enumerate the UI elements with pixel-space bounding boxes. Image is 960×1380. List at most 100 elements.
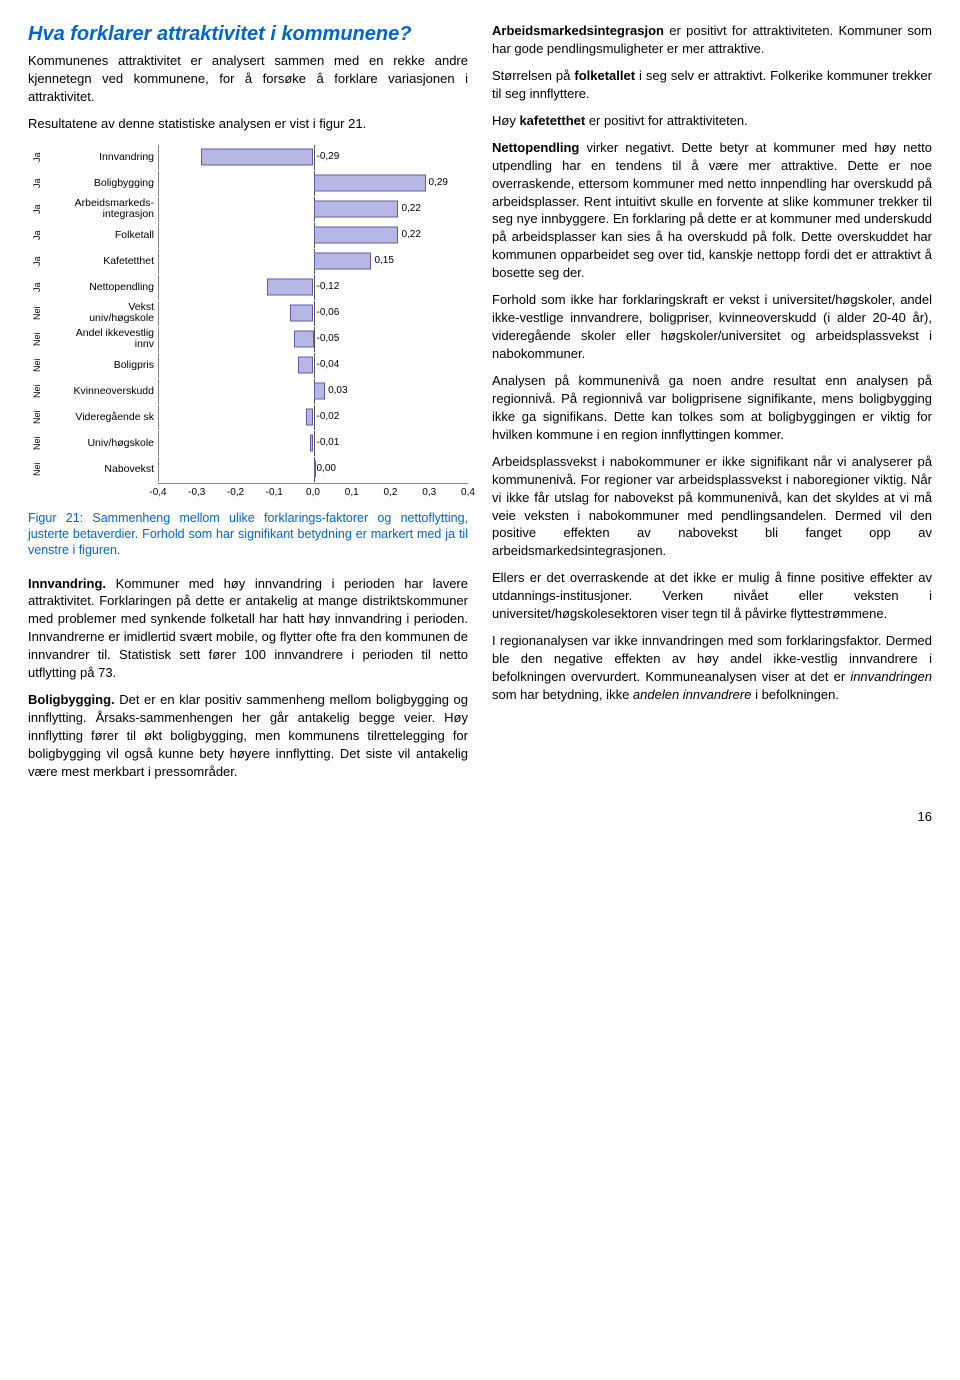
chart-bar-area: -0,06: [158, 301, 468, 326]
r9-em1: innvandringen: [850, 669, 932, 684]
kafe-heading: kafetetthet: [519, 113, 585, 128]
chart-label: Nabovekst: [46, 464, 158, 475]
chart-bar: [314, 383, 326, 400]
chart-zero-line: [314, 301, 315, 326]
chart-label: Folketall: [46, 230, 158, 241]
chart-value-label: -0,29: [317, 150, 340, 164]
right-para-4: Nettopendling virker negativt. Dette bet…: [492, 139, 932, 283]
right-para-6: Analysen på kommunenivå ga noen andre re…: [492, 372, 932, 444]
nettopendling-body: virker negativt. Dette betyr at kommuner…: [492, 140, 932, 281]
chart-bar: [314, 461, 316, 478]
folketall-pre: Størrelsen på: [492, 68, 574, 83]
chart-bar: [298, 357, 313, 374]
right-para-1: Arbeidsmarkedsintegrasjon er positivt fo…: [492, 22, 932, 58]
chart-bar: [314, 175, 426, 192]
r9-c: som har betydning, ikke: [492, 687, 633, 702]
chart-label: Innvandring: [46, 152, 158, 163]
chart-zero-line: [314, 275, 315, 300]
chart-significance: Ja: [31, 200, 43, 218]
r9-e: i befolkningen.: [751, 687, 838, 702]
chart-bar: [314, 201, 399, 218]
chart-label: Univ/høgskole: [46, 438, 158, 449]
folketall-heading: folketallet: [574, 68, 635, 83]
chart-significance: Nei: [31, 330, 43, 348]
chart-row: NeiVideregående sk-0,02: [28, 405, 468, 431]
figure-21-chart: JaInnvandring-0,29JaBoligbygging0,29JaAr…: [28, 145, 468, 500]
right-para-2: Størrelsen på folketallet i seg selv er …: [492, 67, 932, 103]
chart-significance: Nei: [31, 382, 43, 400]
kafe-pre: Høy: [492, 113, 519, 128]
two-column-layout: Hva forklarer attraktivitet i kommunene?…: [28, 22, 932, 790]
chart-bar: [290, 305, 313, 322]
chart-bar-area: 0,22: [158, 223, 468, 248]
chart-row: NeiBoligpris -0,04: [28, 353, 468, 379]
chart-significance: Nei: [31, 304, 43, 322]
chart-bar: [201, 149, 313, 166]
chart-zero-line: [314, 405, 315, 430]
kafe-post: er positivt for attraktiviteten.: [585, 113, 748, 128]
page-title: Hva forklarer attraktivitet i kommunene?: [28, 22, 468, 46]
chart-significance: Nei: [31, 356, 43, 374]
chart-bar-area: -0,29: [158, 145, 468, 170]
chart-label: Arbeidsmarkeds-integrasjon: [46, 198, 158, 220]
chart-bar-area: 0,03: [158, 379, 468, 404]
chart-row: NeiVekstuniv/høgskole -0,06: [28, 301, 468, 327]
chart-row: NeiUniv/høgskole -0,01: [28, 431, 468, 457]
chart-row: JaArbeidsmarkeds-integrasjon 0,22: [28, 197, 468, 223]
chart-significance: Ja: [31, 226, 43, 244]
chart-bar-area: -0,04: [158, 353, 468, 378]
chart-bar: [267, 279, 313, 296]
chart-bar-area: -0,02: [158, 405, 468, 430]
chart-bar: [294, 331, 313, 348]
chart-row: JaKafetetthet 0,15: [28, 249, 468, 275]
chart-row: JaFolketall0,22: [28, 223, 468, 249]
chart-bar: [314, 227, 399, 244]
left-para-1: Kommunenes attraktivitet er analysert sa…: [28, 52, 468, 106]
chart-bar: [310, 435, 314, 452]
right-para-5: Forhold som ikke har forklaringskraft er…: [492, 291, 932, 363]
innvandring-body: Kommuner med høy innvandring i perioden …: [28, 576, 468, 681]
chart-zero-line: [314, 327, 315, 352]
right-para-8: Ellers er det overraskende at det ikke e…: [492, 569, 932, 623]
chart-value-label: 0,03: [328, 384, 347, 398]
chart-value-label: -0,05: [317, 332, 340, 346]
chart-significance: Nei: [31, 434, 43, 452]
chart-significance: Nei: [31, 408, 43, 426]
chart-significance: Ja: [31, 278, 43, 296]
left-para-boligbygging: Boligbygging. Det er en klar positiv sam…: [28, 691, 468, 781]
chart-row: NeiKvinneoverskudd 0,03: [28, 379, 468, 405]
chart-bar-area: -0,05: [158, 327, 468, 352]
chart-label: Vekstuniv/høgskole: [46, 302, 158, 324]
chart-value-label: 0,22: [401, 202, 420, 216]
chart-value-label: -0,01: [317, 436, 340, 450]
chart-bar: [314, 253, 372, 270]
chart-value-label: -0,06: [317, 306, 340, 320]
chart-x-axis: -0,4-0,3-0,2-0,10,00,10,20,30,4: [158, 483, 468, 500]
left-para-innvandring: Innvandring. Kommuner med høy innvandrin…: [28, 575, 468, 683]
chart-label: Boligpris: [46, 360, 158, 371]
chart-label: Kafetetthet: [46, 256, 158, 267]
boligbygging-heading: Boligbygging.: [28, 692, 115, 707]
chart-bar-area: -0,01: [158, 431, 468, 456]
nettopendling-heading: Nettopendling: [492, 140, 579, 155]
chart-significance: Ja: [31, 252, 43, 270]
chart-row: JaNettopendling-0,12: [28, 275, 468, 301]
chart-label: Kvinneoverskudd: [46, 386, 158, 397]
chart-significance: Ja: [31, 148, 43, 166]
chart-zero-line: [314, 431, 315, 456]
figure-21-caption: Figur 21: Sammenheng mellom ulike forkla…: [28, 510, 468, 559]
arbeidsmarked-heading: Arbeidsmarkedsintegrasjon: [492, 23, 664, 38]
chart-value-label: 0,15: [374, 254, 393, 268]
chart-label: Boligbygging: [46, 178, 158, 189]
page-number: 16: [28, 808, 932, 826]
chart-row: JaInnvandring -0,29: [28, 145, 468, 171]
chart-bar-area: 0,22: [158, 197, 468, 222]
r9-em2: andelen innvandrere: [633, 687, 752, 702]
innvandring-heading: Innvandring.: [28, 576, 106, 591]
chart-label: Videregående sk: [46, 412, 158, 423]
chart-value-label: -0,04: [317, 358, 340, 372]
chart-value-label: -0,12: [317, 280, 340, 294]
chart-value-label: 0,29: [429, 176, 448, 190]
chart-row: NeiAndel ikkevestliginnv-0,05: [28, 327, 468, 353]
left-column: Hva forklarer attraktivitet i kommunene?…: [28, 22, 468, 790]
